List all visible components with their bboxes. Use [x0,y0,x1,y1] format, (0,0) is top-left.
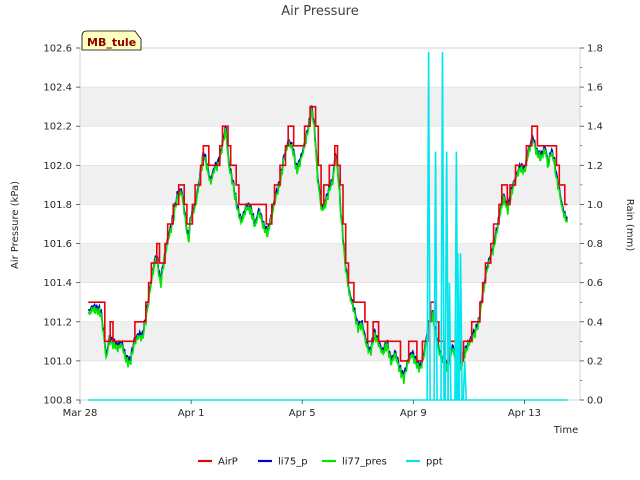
y2-tick-label: 1.0 [587,200,603,211]
y-tick-label: 101.4 [43,278,72,289]
axes-layer: 100.8 101.0 101.2 101.4 101.6 101.8 102.0 102.2… [43,44,603,420]
chart-title: Air Pressure [281,4,359,19]
y2-tick-label: 0.6 [587,278,603,289]
series-layer [87,51,569,401]
legend-label: li77_pres [342,457,387,468]
x-axis-label: Time [553,425,578,436]
series-line-AirP [88,105,568,362]
band [80,321,580,361]
y2-tick-label: 0.2 [587,356,603,367]
legend-label: AirP [218,457,238,468]
legend-item-AirP: AirP [198,457,238,468]
ppt-spike [458,253,463,401]
y2-axis-label: Rain (mm) [624,199,635,252]
y2-tick-label: 1.6 [587,83,603,94]
ppt-spike [447,282,452,401]
legend-label: li75_p [278,457,308,468]
x-tick-label: Apr 5 [289,408,316,419]
site-badge: MB_tule [81,30,142,51]
legend-item-li77_pres: li77_pres [322,457,387,468]
x-tick-label: Apr 1 [178,408,205,419]
y2-tick-label: 0.0 [587,396,603,407]
y2-tick-label: 1.8 [587,44,603,55]
y-tick-label: 101.2 [43,317,72,328]
y2-tick-label: 0.8 [587,239,603,250]
y-tick-label: 102.2 [43,122,72,133]
y-axis-label: Air Pressure (kPa) [10,181,21,269]
y-tick-label: 101.8 [43,200,72,211]
y2-tick-label: 0.4 [587,317,603,328]
ppt-spike [426,51,431,401]
ppt-spike [440,51,445,401]
band [80,87,580,127]
legend-label: ppt [426,457,443,468]
background-bands [80,87,580,361]
y2-tick-label: 1.2 [587,161,603,172]
y-tick-label: 101.0 [43,356,72,367]
legend: AirP li75_p li77_pres ppt [198,457,443,468]
x-tick-label: Mar 28 [63,408,98,419]
ppt-spike [444,151,449,401]
site-badge-label: MB_tule [87,36,136,49]
y-tick-label: 102.6 [43,44,72,55]
y2-tick-label: 1.4 [587,122,603,133]
x-tick-label: Apr 13 [508,408,541,419]
y-tick-label: 101.6 [43,239,72,250]
legend-item-li75_p: li75_p [258,457,308,468]
ppt-spike [433,151,438,401]
ppt-spike [462,360,468,401]
y-tick-label: 100.8 [43,396,72,407]
x-tick-label: Apr 9 [400,408,427,419]
y-tick-label: 102.0 [43,161,72,172]
legend-item-ppt: ppt [406,457,443,468]
y-tick-label: 102.4 [43,83,72,94]
